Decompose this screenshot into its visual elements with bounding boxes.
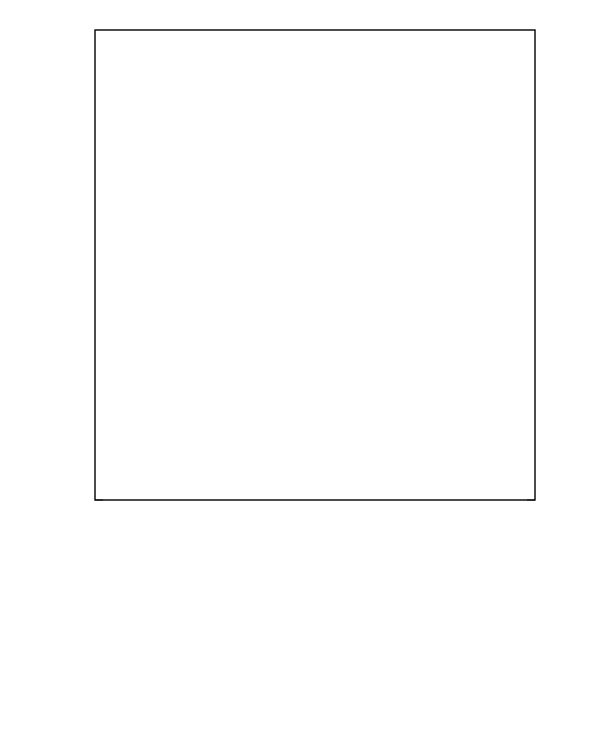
energy-chart: [0, 0, 590, 744]
